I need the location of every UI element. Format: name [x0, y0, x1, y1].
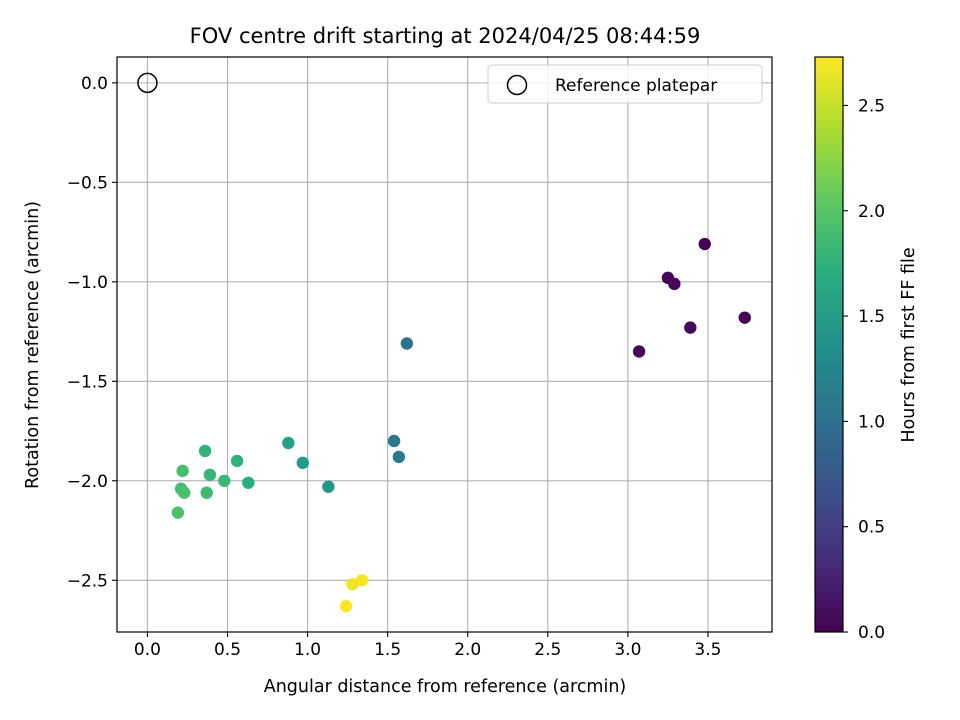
- data-point: [203, 468, 217, 482]
- legend-frame: [487, 64, 763, 104]
- data-point: [176, 464, 189, 478]
- data-point: [738, 311, 751, 324]
- data-points: [137, 72, 751, 613]
- data-point: [392, 450, 406, 464]
- colorbar-label: Hours from first FF file: [899, 247, 919, 442]
- data-point: [322, 480, 335, 493]
- data-point: [355, 574, 369, 587]
- colorbar-tick-label: 0.0: [858, 623, 885, 643]
- data-point: [230, 454, 244, 468]
- legend: Reference platepar: [487, 64, 763, 104]
- y-axis-ticks: 0.0 −0.5 −1.0 −1.5 −2.0 −2.5: [67, 74, 117, 591]
- data-point: [171, 506, 185, 519]
- x-tick-label: 3.0: [614, 640, 641, 660]
- x-tick-label: 1.0: [294, 640, 321, 660]
- x-tick-label: 2.5: [534, 640, 561, 660]
- data-point: [387, 434, 401, 448]
- x-axis-label: Angular distance from reference (arcmin): [264, 677, 627, 697]
- x-axis-ticks: 0.0 0.5 1.0 1.5 2.0 2.5 3.0 3.5: [134, 632, 721, 660]
- data-point: [632, 345, 646, 358]
- legend-entry-reference: Reference platepar: [555, 76, 717, 96]
- colorbar-gradient: [815, 57, 843, 632]
- plot-frame: [116, 56, 773, 633]
- data-point: [346, 578, 359, 591]
- data-point: [178, 486, 191, 499]
- colorbar-frame: [814, 56, 844, 633]
- x-tick-label: 0.0: [134, 640, 161, 660]
- legend-marker-reference: [506, 74, 528, 96]
- data-point: [339, 599, 353, 613]
- colorbar: 0.0 0.5 1.0 1.5 2.0 2.5 Hours from first FF f…: [814, 56, 919, 643]
- y-axis-label: Rotation from reference (arcmin): [23, 201, 43, 489]
- x-tick-label: 3.5: [694, 640, 721, 660]
- colorbar-tick-label: 2.0: [858, 202, 885, 222]
- data-point: [218, 474, 231, 487]
- data-point: [282, 436, 295, 450]
- data-point: [698, 237, 711, 251]
- data-point: [296, 456, 309, 470]
- data-point: [198, 444, 212, 458]
- y-tick-label: −2.0: [67, 472, 108, 492]
- chart-title: FOV centre drift starting at 2024/04/25 …: [190, 24, 701, 48]
- x-tick-label: 2.0: [454, 640, 481, 660]
- data-point: [668, 277, 681, 291]
- x-tick-label: 1.5: [374, 640, 401, 660]
- x-tick-label: 0.5: [214, 640, 241, 660]
- colorbar-ticks: 0.0 0.5 1.0 1.5 2.0 2.5: [843, 96, 885, 643]
- colorbar-tick-label: 2.5: [858, 96, 885, 116]
- colorbar-tick-label: 1.0: [858, 412, 885, 432]
- y-tick-label: −1.5: [67, 372, 108, 392]
- data-point: [200, 486, 213, 499]
- colorbar-tick-label: 1.5: [858, 307, 885, 327]
- data-point: [400, 337, 414, 350]
- reference-point: [137, 72, 158, 94]
- colorbar-tick-label: 0.5: [858, 518, 885, 538]
- data-point: [242, 476, 255, 489]
- data-point: [684, 321, 697, 334]
- y-tick-label: −1.0: [67, 273, 108, 293]
- y-tick-label: 0.0: [81, 74, 108, 94]
- y-tick-label: −2.5: [67, 571, 108, 591]
- y-tick-label: −0.5: [67, 173, 108, 193]
- grid: [117, 57, 772, 632]
